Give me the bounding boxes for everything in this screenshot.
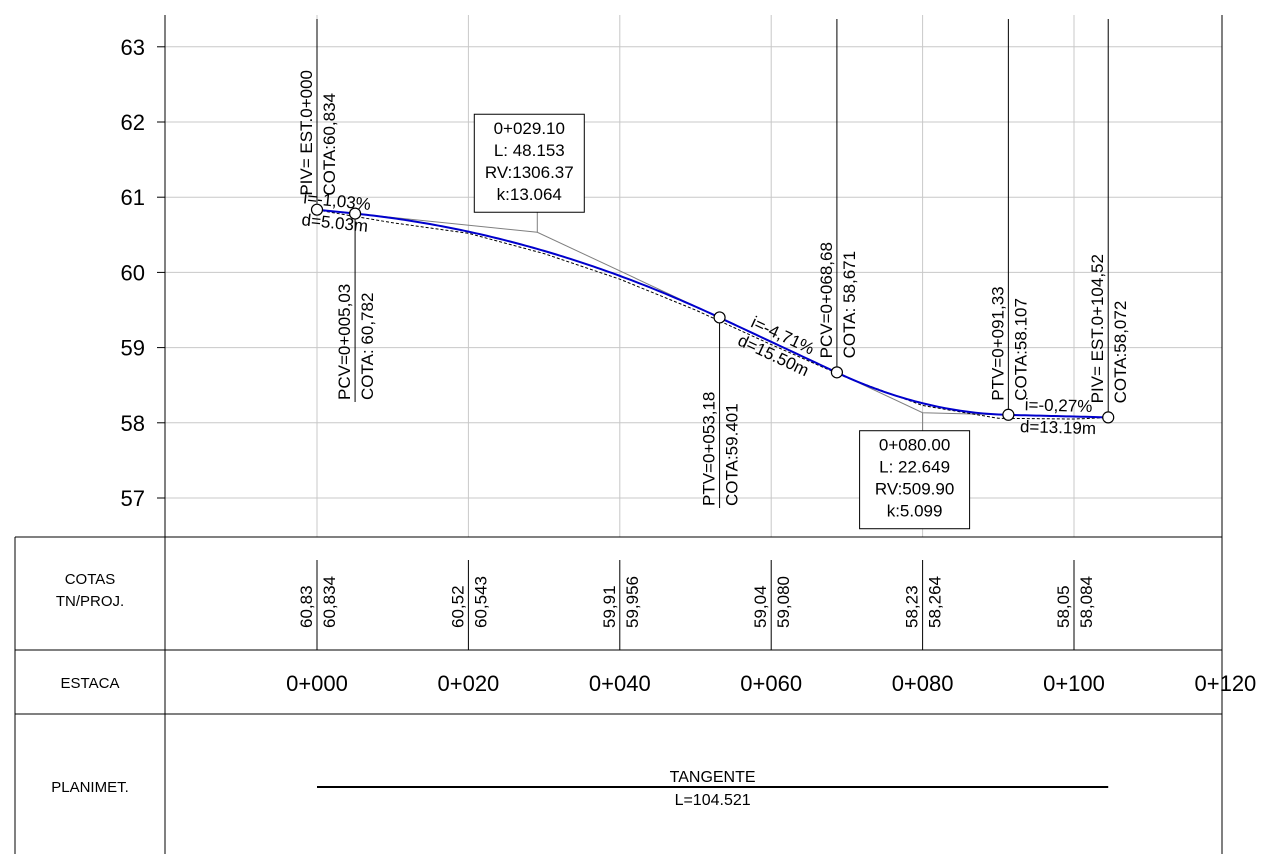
curve-info-box: 0+080.00 L: 22.649 RV:509.90 k:5.099 bbox=[859, 412, 971, 530]
cotas-design-value: 58,264 bbox=[926, 576, 945, 628]
curve-box-line: 0+080.00 bbox=[879, 436, 950, 455]
key-point-station: PCV=0+005,03 bbox=[335, 284, 354, 400]
terrain-line bbox=[316, 209, 1109, 420]
cotas-design-value: 59,956 bbox=[623, 576, 642, 628]
curve-info-box: 0+029.10 L: 48.153 RV:1306.37 k:13.064 bbox=[473, 113, 585, 233]
curve-box-line: 0+029.10 bbox=[494, 119, 565, 138]
grade-label: i=-1,03%d=5.03m bbox=[301, 188, 372, 236]
station-tick-label: 0+060 bbox=[740, 671, 802, 696]
tangent-segment-length: L=104.521 bbox=[675, 792, 751, 809]
cotas-design-value: 59,080 bbox=[774, 576, 793, 628]
cotas-entry: 58,23 58,264 bbox=[903, 560, 945, 650]
station-tick-label: 0+080 bbox=[892, 671, 954, 696]
curve-box-line: k:5.099 bbox=[887, 502, 943, 521]
curve-box-frame bbox=[473, 113, 585, 213]
cotas-terrain-value: 60,83 bbox=[297, 585, 316, 628]
key-point-marker bbox=[1002, 408, 1015, 421]
key-point-station: PCV=0+068,68 bbox=[817, 242, 836, 358]
y-tick-label: 58 bbox=[121, 411, 145, 436]
key-point-station: PIV= EST.0+104,52 bbox=[1088, 254, 1107, 403]
key-point-marker bbox=[348, 207, 362, 220]
grade-value: i=-0,27% bbox=[1025, 395, 1093, 416]
estaca-band-label: ESTACA bbox=[61, 675, 120, 692]
cotas-terrain-value: 58,05 bbox=[1054, 585, 1073, 628]
cotas-entry: 60,52 60,543 bbox=[448, 560, 490, 650]
planimet-band-label: PLANIMET. bbox=[51, 779, 129, 796]
station-tick-label: 0+120 bbox=[1195, 671, 1257, 696]
key-point-label: PTV=0+091,33 COTA:58.107 bbox=[988, 19, 1030, 421]
key-point-station: PTV=0+053,18 bbox=[700, 392, 719, 506]
tangent-segment-name: TANGENTE bbox=[670, 769, 756, 786]
cotas-terrain-value: 59,91 bbox=[600, 585, 619, 628]
elevation-axis: 57 58 59 60 61 62 63 bbox=[14, 15, 1223, 854]
key-point-label: PIV= EST.0+000 COTA:60,834 bbox=[297, 19, 339, 216]
curve-box-line: RV:1306.37 bbox=[485, 163, 574, 182]
key-point-label: PCV=0+068,68 COTA: 58,671 bbox=[817, 19, 859, 379]
key-point-marker bbox=[830, 366, 844, 379]
curve-box-line: L: 22.649 bbox=[879, 458, 950, 477]
key-point-elevation: COTA: 60,782 bbox=[358, 293, 377, 400]
station-tick-label: 0+000 bbox=[286, 671, 348, 696]
cotas-terrain-value: 58,23 bbox=[903, 585, 922, 628]
key-point-marker bbox=[1102, 411, 1115, 424]
key-point-elevation: COTA:59.401 bbox=[723, 403, 742, 506]
key-point-station: PTV=0+091,33 bbox=[988, 286, 1007, 400]
key-point-label: PCV=0+005,03 COTA: 60,782 bbox=[335, 207, 377, 402]
station-tick-label: 0+020 bbox=[438, 671, 500, 696]
data-bands: COTAS TN/PROJ. 60,83 60,834 60,52 60,543 59,91… bbox=[51, 560, 1256, 809]
key-point-elevation: COTA:58.107 bbox=[1011, 298, 1030, 401]
y-tick-label: 57 bbox=[121, 486, 145, 511]
cotas-terrain-value: 59,04 bbox=[751, 585, 770, 628]
profile-lines bbox=[316, 208, 1109, 420]
grid-lines bbox=[165, 15, 1222, 537]
cotas-entry: 60,83 60,834 bbox=[297, 560, 339, 650]
grade-label: i=-0,27%d=13.19m bbox=[1020, 395, 1097, 438]
cotas-entry: 59,91 59,956 bbox=[600, 560, 642, 650]
key-point-marker bbox=[310, 203, 324, 216]
y-tick-label: 63 bbox=[121, 35, 145, 60]
cotas-design-value: 58,084 bbox=[1077, 576, 1096, 628]
cotas-entry: 58,05 58,084 bbox=[1054, 560, 1096, 650]
cotas-band-label: TN/PROJ. bbox=[56, 593, 124, 610]
key-point-label: PIV= EST.0+104,52 COTA:58,072 bbox=[1088, 19, 1130, 424]
station-tick-label: 0+100 bbox=[1043, 671, 1105, 696]
curve-box-line: RV:509.90 bbox=[875, 480, 954, 499]
y-tick-label: 61 bbox=[121, 185, 145, 210]
cotas-design-value: 60,543 bbox=[471, 576, 490, 628]
cotas-band-label: COTAS bbox=[65, 571, 116, 588]
curve-box-frame bbox=[859, 430, 971, 530]
cotas-entry: 59,04 59,080 bbox=[751, 560, 793, 650]
cotas-terrain-value: 60,52 bbox=[448, 585, 467, 628]
grade-distance: d=13.19m bbox=[1020, 417, 1097, 438]
key-point-elevation: COTA:58,072 bbox=[1111, 301, 1130, 404]
y-tick-label: 60 bbox=[121, 260, 145, 285]
key-point-elevation: COTA: 58,671 bbox=[840, 251, 859, 358]
key-point-station: PIV= EST.0+000 bbox=[297, 70, 316, 196]
y-tick-label: 59 bbox=[121, 336, 145, 361]
y-tick-label: 62 bbox=[121, 110, 145, 135]
key-point-elevation: COTA:60,834 bbox=[320, 93, 339, 196]
key-point-marker bbox=[713, 311, 726, 324]
design-grade-line bbox=[316, 208, 1109, 419]
station-tick-label: 0+040 bbox=[589, 671, 651, 696]
key-point-label: PTV=0+053,18 COTA:59.401 bbox=[700, 311, 742, 508]
curve-box-line: L: 48.153 bbox=[494, 141, 565, 160]
curve-box-line: k:13.064 bbox=[497, 185, 562, 204]
cotas-design-value: 60,834 bbox=[320, 576, 339, 628]
